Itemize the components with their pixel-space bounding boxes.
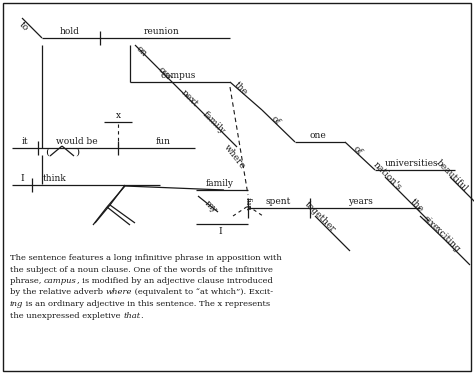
- Text: fun: fun: [155, 137, 171, 146]
- Text: nation's: nation's: [371, 160, 403, 192]
- Text: ): ): [75, 147, 79, 156]
- Text: next: next: [179, 88, 200, 108]
- Text: universities: universities: [385, 159, 439, 168]
- Text: of: of: [351, 144, 364, 157]
- Text: my: my: [203, 199, 219, 215]
- Text: on: on: [135, 44, 149, 58]
- Text: The sentence features a long infinitive phrase in apposition with: The sentence features a long infinitive …: [10, 254, 282, 262]
- Text: beautiful: beautiful: [434, 158, 469, 193]
- Text: x: x: [116, 111, 120, 120]
- Text: fun: fun: [244, 197, 252, 211]
- Text: campus: campus: [44, 277, 77, 285]
- Text: most: most: [471, 195, 474, 217]
- Text: think: think: [43, 174, 67, 183]
- Text: (: (: [45, 147, 49, 156]
- Text: that: that: [123, 312, 140, 319]
- Text: spent: spent: [265, 197, 291, 206]
- Text: of: of: [269, 114, 282, 127]
- Text: six: six: [421, 214, 437, 229]
- Text: exciting: exciting: [429, 221, 462, 254]
- Text: years: years: [347, 197, 373, 206]
- Text: I: I: [218, 227, 222, 236]
- Text: the unexpressed expletive: the unexpressed expletive: [10, 312, 123, 319]
- Text: the: the: [409, 197, 425, 214]
- Text: would be: would be: [56, 137, 98, 146]
- Text: family: family: [206, 179, 234, 188]
- Text: our: our: [156, 65, 174, 83]
- Text: the subject of a noun clause. One of the words of the infinitive: the subject of a noun clause. One of the…: [10, 266, 273, 273]
- Text: ing: ing: [10, 300, 23, 308]
- Text: hold: hold: [60, 27, 80, 36]
- Text: , is modified by an adjective clause introduced: , is modified by an adjective clause int…: [77, 277, 273, 285]
- Text: (equivalent to “at which”). Excit-: (equivalent to “at which”). Excit-: [132, 288, 273, 297]
- Text: the: the: [232, 80, 249, 97]
- Text: I: I: [20, 174, 24, 183]
- Text: .: .: [140, 312, 143, 319]
- Text: family: family: [201, 109, 227, 135]
- Text: by the relative adverb: by the relative adverb: [10, 288, 106, 297]
- Text: reunion: reunion: [144, 27, 180, 36]
- Text: campus: campus: [160, 71, 196, 80]
- Text: where: where: [222, 142, 247, 171]
- Text: phrase,: phrase,: [10, 277, 44, 285]
- Text: where: where: [106, 288, 132, 297]
- Text: it: it: [22, 137, 28, 146]
- Text: is an ordinary adjective in this sentence. The x represents: is an ordinary adjective in this sentenc…: [23, 300, 271, 308]
- Text: together: together: [302, 200, 337, 234]
- Text: one: one: [310, 131, 327, 140]
- Text: to: to: [18, 20, 30, 33]
